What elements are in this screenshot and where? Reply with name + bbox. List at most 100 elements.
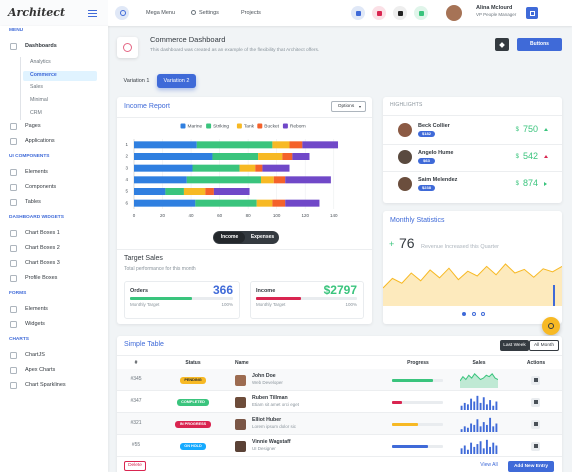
sidebar-item[interactable]: Chart Boxes 3 <box>25 259 60 266</box>
options-button[interactable] <box>331 101 366 112</box>
sales-sparkline <box>460 373 498 388</box>
user-button[interactable] <box>526 7 538 19</box>
y-tick-label: 1 <box>125 142 128 147</box>
spark-bar <box>492 442 495 454</box>
sidebar-item[interactable]: Elements <box>25 305 48 312</box>
sidebar-item[interactable]: Profile Boxes <box>25 274 58 281</box>
spark-bar <box>482 448 485 454</box>
sidebar-item-icon <box>10 42 17 50</box>
spark-bar <box>476 419 479 432</box>
bar-segment <box>256 199 273 207</box>
x-tick-label: 0 <box>133 213 136 218</box>
spark-bar <box>473 424 476 432</box>
spark-bar <box>473 401 476 410</box>
pager-dot[interactable] <box>481 312 485 316</box>
y-tick-label: 5 <box>125 189 128 194</box>
delete-button[interactable] <box>124 461 146 471</box>
spark-bar <box>476 444 479 454</box>
avatar <box>235 374 246 386</box>
filter-button[interactable] <box>529 340 559 351</box>
spark-bar <box>495 401 498 410</box>
sidebar-item[interactable]: Elements <box>25 168 48 175</box>
toggle-option[interactable]: Income <box>220 233 239 240</box>
bar-segment <box>262 164 290 172</box>
bar-segment <box>272 141 290 149</box>
bar-segment <box>196 141 273 149</box>
sidebar-item-icon <box>10 183 17 191</box>
section-title: Target Sales <box>124 255 163 263</box>
spark-bar <box>466 404 469 410</box>
divider <box>117 249 372 250</box>
spark-bar <box>489 417 492 432</box>
legend-label: Striking <box>213 123 229 129</box>
action-icon <box>533 400 538 404</box>
sidebar-subitem[interactable]: CRM <box>30 109 42 116</box>
sidebar-item[interactable]: Components <box>25 183 57 190</box>
section-subtitle: Total performance for this month <box>124 265 196 272</box>
toggle-option[interactable]: Expenses <box>250 233 275 240</box>
filter-button[interactable] <box>500 340 529 351</box>
sidebar-subitem[interactable]: Analytics <box>30 59 51 66</box>
sidebar-item[interactable]: Chart Boxes 2 <box>25 244 60 251</box>
header-menu-item[interactable]: Projects <box>241 9 261 16</box>
sidebar-subitem[interactable]: Commerce <box>30 71 57 78</box>
spark-bar <box>495 423 498 432</box>
pager-dot[interactable] <box>472 312 476 316</box>
user-avatar[interactable] <box>446 5 462 21</box>
sidebar-item-icon <box>10 305 17 313</box>
action-icon <box>533 422 538 426</box>
sidebar-item[interactable]: Pages <box>25 122 41 129</box>
spark-bar <box>460 448 463 454</box>
menu-toggle-line <box>88 16 97 18</box>
sidebar-item-icon <box>10 198 17 206</box>
view-all-link[interactable]: View All <box>480 462 498 469</box>
options-label: Options <box>337 103 355 109</box>
table-row <box>117 413 562 435</box>
spark-bar <box>473 446 476 454</box>
legend-swatch <box>257 123 263 129</box>
status-label: PENDING <box>184 378 202 383</box>
sidebar-item[interactable]: Chart Boxes 1 <box>25 229 60 236</box>
sidebar-subitem[interactable]: Minimal <box>30 96 48 103</box>
spark-bar <box>463 402 466 410</box>
sidebar-item[interactable]: ChartJS <box>25 351 45 358</box>
bar-segment <box>255 164 263 172</box>
highlights-card <box>383 97 562 203</box>
header-menu-item[interactable]: Settings <box>199 9 219 16</box>
sidebar-item[interactable]: Tables <box>25 198 41 205</box>
x-tick-label: 20 <box>160 213 166 218</box>
column-header: Actions <box>526 359 546 366</box>
sidebar <box>0 26 108 472</box>
sidebar-subitem[interactable]: Sales <box>30 84 43 91</box>
sidebar-item[interactable]: Dashboards <box>25 42 57 49</box>
sidebar-item-icon <box>10 259 17 267</box>
avatar <box>398 150 412 164</box>
legend-label: Marine <box>188 123 203 129</box>
buttons-dropdown[interactable] <box>517 38 562 51</box>
sidebar-item[interactable]: Applications <box>25 137 55 144</box>
sidebar-item[interactable]: Apex Charts <box>25 366 56 373</box>
person-name: Saim Melendez <box>418 176 458 183</box>
currency: $ <box>515 180 519 187</box>
sidebar-item[interactable]: Widgets <box>25 320 45 327</box>
target-caption: Monthly Target <box>130 302 160 308</box>
row-name: John Doe <box>252 372 276 379</box>
row-name: Vinnie Wagstaff <box>252 438 291 445</box>
add-button[interactable] <box>508 461 554 472</box>
row-role: UI Designer <box>252 446 276 452</box>
trend-arrow <box>544 155 548 158</box>
sidebar-item[interactable]: Chart Sparklines <box>25 381 66 388</box>
spark-bar <box>492 405 495 410</box>
highlight-value: 750 <box>522 124 538 135</box>
legend-label: Bucket <box>264 123 279 129</box>
user-name: Alina Mclourd <box>476 5 513 12</box>
header-icon <box>397 10 403 16</box>
row-id: #347 <box>130 398 142 405</box>
search-icon <box>119 9 126 16</box>
tab[interactable]: Variation 2 <box>163 77 190 84</box>
pager-dot[interactable] <box>462 312 466 316</box>
badge <box>418 185 435 191</box>
header-menu-item[interactable]: Mega Menu <box>146 9 176 16</box>
tab[interactable]: Variation 1 <box>123 77 150 84</box>
